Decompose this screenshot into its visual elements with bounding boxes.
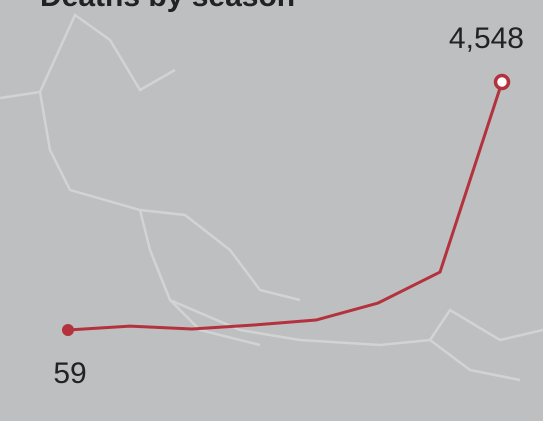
chart-title: Deaths by season xyxy=(40,0,295,13)
line xyxy=(68,82,502,330)
value-label: 4,548 xyxy=(449,22,524,55)
value-label: 59 xyxy=(53,357,86,390)
start-point xyxy=(62,324,74,336)
page: {"chart_data": {"type": "line", "title":… xyxy=(0,0,543,421)
map-background xyxy=(0,15,543,380)
chart: Deaths by season 59 4,548 xyxy=(0,0,543,421)
end-point xyxy=(496,76,509,89)
